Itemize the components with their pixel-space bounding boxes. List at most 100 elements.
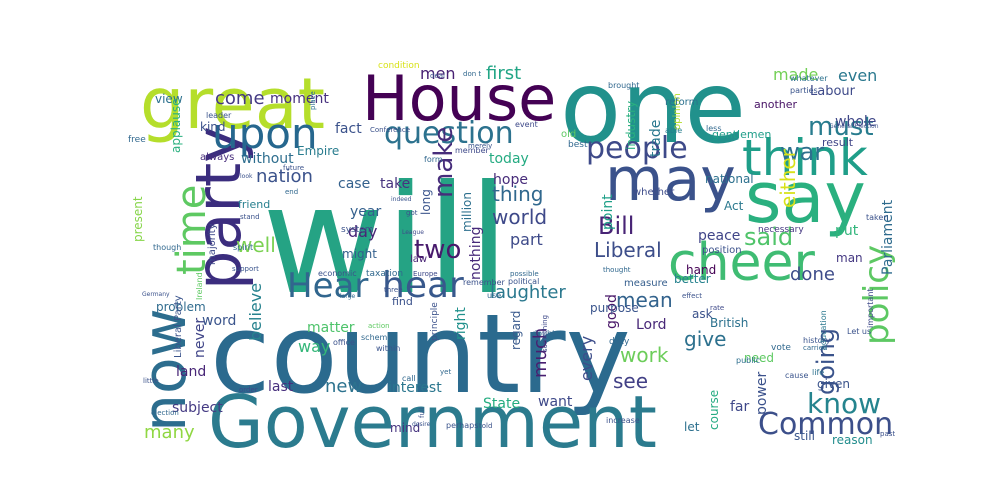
- word-something: something: [541, 315, 549, 352]
- word-course: course: [707, 390, 721, 430]
- word-general-election: General Election: [829, 123, 879, 130]
- word-much: much: [530, 328, 551, 378]
- word-league: League: [402, 229, 424, 236]
- word-trade: trade: [648, 120, 664, 157]
- word-stand: stand: [240, 213, 260, 221]
- word-liberal: Liberal: [594, 238, 662, 262]
- word-mind: mind: [390, 421, 420, 435]
- word-new: new: [325, 376, 362, 397]
- word-labour: Labour: [810, 84, 856, 99]
- word-liberal-party: Liberal Party: [173, 295, 184, 358]
- word-power: power: [754, 371, 770, 415]
- word-old: old: [561, 129, 576, 140]
- word-public: public: [736, 356, 760, 365]
- word-without: without: [241, 151, 294, 167]
- word-form: form: [424, 155, 443, 164]
- word-parties: parties: [790, 86, 818, 95]
- word-position: position: [702, 245, 742, 256]
- word-government: Government: [208, 380, 657, 464]
- word-brought: brought: [608, 81, 639, 90]
- word-laughter: laughter: [490, 282, 566, 303]
- word-industry: industry: [624, 101, 638, 150]
- word-election: election: [151, 409, 179, 417]
- word-men: men: [420, 64, 456, 83]
- word-hope: hope: [493, 172, 528, 188]
- word-political: political: [508, 277, 539, 286]
- word-whole: whole: [835, 114, 876, 130]
- word-germany: Germany: [142, 291, 170, 298]
- word-order: order: [239, 386, 258, 394]
- word-member: member: [455, 146, 490, 155]
- word-future: future: [283, 164, 304, 172]
- word-leader: leader: [206, 111, 232, 120]
- word-might: might: [342, 247, 377, 261]
- word-little: little: [143, 377, 159, 385]
- word-today: today: [489, 151, 529, 167]
- word-make: make: [429, 127, 459, 198]
- word-desire: desire: [412, 421, 431, 428]
- word-purpose: purpose: [590, 301, 639, 315]
- word-ask: ask: [692, 307, 713, 321]
- word-right: right: [453, 307, 469, 340]
- word-put: put: [835, 223, 859, 239]
- word-word: word: [202, 313, 236, 329]
- word-two: two: [414, 235, 461, 265]
- word-deal: deal: [430, 72, 445, 80]
- word-merely: merely: [468, 142, 492, 150]
- word-come: come: [215, 88, 265, 109]
- word-history: history: [803, 336, 831, 345]
- word-land: land: [176, 364, 206, 380]
- word-best: best: [568, 140, 588, 150]
- word-let: let: [684, 420, 700, 434]
- word-done: done: [790, 264, 835, 285]
- word-million: million: [460, 192, 474, 232]
- word-within: within: [376, 344, 400, 353]
- word-reform: reform: [665, 97, 698, 108]
- word-thing: thing: [492, 182, 543, 206]
- word-country: country: [210, 290, 631, 418]
- word-ireland: Ireland: [195, 272, 204, 300]
- word-want: want: [538, 394, 573, 410]
- word-hand: hand: [686, 263, 716, 277]
- word-kind: kind: [200, 120, 226, 134]
- word-time: time: [169, 185, 215, 275]
- word-cause: cause: [785, 371, 809, 380]
- word-taken: taken: [866, 213, 888, 222]
- word-now: now: [130, 308, 200, 432]
- word-great: great: [140, 63, 325, 145]
- word-need: need: [744, 351, 774, 365]
- word-result: result: [822, 136, 854, 149]
- word-effect: effect: [682, 292, 702, 300]
- word-economic: economic: [318, 269, 357, 278]
- word-less: less: [706, 124, 721, 133]
- word-one: one: [560, 49, 746, 166]
- word-problem: problem: [156, 300, 206, 314]
- word-believe: believe: [246, 283, 265, 341]
- word-got: got: [406, 209, 418, 217]
- word-said: said: [744, 223, 793, 251]
- word-upon: upon: [212, 109, 318, 158]
- word-increase: increase: [606, 416, 640, 425]
- word-cheer: cheer: [668, 233, 816, 293]
- word-possible: possible: [510, 270, 539, 278]
- word-see: see: [613, 369, 648, 393]
- word-last: last: [268, 379, 294, 395]
- word-british: British: [710, 316, 748, 330]
- word-life: life: [812, 368, 824, 377]
- word-taxation: taxation: [366, 269, 403, 279]
- word-applause: applause: [169, 98, 183, 153]
- word-war: war: [780, 138, 824, 166]
- word-find: find: [392, 295, 413, 308]
- word-majority: majority: [207, 223, 218, 265]
- word-hear: hear: [382, 265, 464, 306]
- word-bill: Bill: [598, 212, 634, 240]
- word-action: action: [368, 322, 390, 330]
- word-always: always: [200, 152, 234, 163]
- word-carried: carried: [803, 344, 827, 352]
- word-common: Common: [758, 407, 893, 442]
- word-call: call: [402, 374, 416, 383]
- word-law: law: [410, 254, 427, 265]
- word-act: Act: [724, 199, 744, 213]
